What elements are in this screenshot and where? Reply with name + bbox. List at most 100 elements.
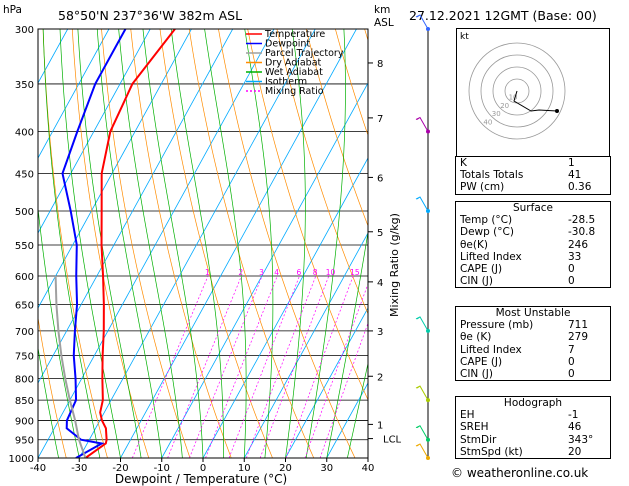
wet-adiabat-line — [285, 29, 306, 458]
isotherm-line — [326, 382, 368, 458]
dry-adiabat-line — [305, 29, 368, 227]
pressure-tick-label: 550 — [15, 241, 34, 252]
index-value: 0 — [568, 368, 575, 381]
index-row: Totals Totals 41 — [456, 169, 610, 181]
wet-adiabat-line — [77, 29, 142, 458]
mixing-ratio-label: 20 — [368, 268, 378, 277]
pressure-tick-label: 300 — [15, 25, 34, 36]
asl-axis-unit: ASL — [374, 17, 394, 29]
mixing-ratio-line — [228, 275, 300, 458]
mixing-ratio-line — [132, 275, 209, 458]
index-value: 279 — [568, 331, 589, 344]
wet-adiabat-line — [244, 29, 274, 458]
index-table-top: K 1 Totals Totals 41 PW (cm) 0.36 — [455, 156, 611, 195]
wet-adiabat-line — [170, 29, 224, 458]
index-label: Temp (°C) — [460, 214, 513, 227]
pressure-tick-label: 600 — [15, 272, 34, 283]
dry-adiabat-line — [218, 29, 356, 458]
hodograph-ring — [468, 42, 566, 140]
hodograph-unit-label: kt — [460, 32, 469, 42]
index-label: K — [460, 157, 467, 169]
pressure-tick-label: 1000 — [9, 454, 34, 465]
x-tick-label: -10 — [154, 463, 170, 474]
index-value: 343° — [568, 433, 594, 446]
x-tick-label: -20 — [112, 463, 128, 474]
index-row: EH -1 — [456, 409, 610, 421]
x-tick-label: 0 — [200, 463, 206, 474]
isotherm-line — [38, 29, 151, 234]
wet-adiabat-line — [96, 29, 163, 458]
index-value: 0 — [568, 275, 575, 288]
datetime-header: 27.12.2021 12GMT (Base: 00) — [409, 8, 597, 23]
index-table-hodograph: Hodograph EH -1 SREH 46 StmDir 343° StmSpd (kt)… — [455, 396, 611, 460]
index-row: Lifted Index 33 — [456, 251, 610, 263]
mixing-ratio-label: 15 — [350, 268, 360, 277]
wet-adiabat-line — [142, 29, 204, 458]
x-tick-label: 40 — [362, 463, 375, 474]
index-label: PW (cm) — [460, 181, 505, 194]
index-label: CIN (J) — [460, 275, 493, 288]
mixing-ratio-line — [285, 275, 354, 458]
wind-barb — [415, 116, 429, 132]
index-row: PW (cm) 0.36 — [456, 181, 610, 193]
lcl-label: LCL — [383, 435, 402, 446]
index-label: StmDir — [460, 433, 497, 446]
dry-adiabat-line — [159, 29, 273, 458]
isotherm-line — [38, 29, 234, 384]
wind-barb — [415, 385, 429, 401]
x-tick-label: -40 — [30, 463, 46, 474]
wet-adiabat-line — [38, 204, 80, 458]
km-axis-unit: km — [374, 4, 390, 16]
mixing-ratio-label: 1 — [205, 268, 210, 277]
pressure-tick-label: 500 — [15, 207, 34, 218]
mixing-ratio-label: 8 — [313, 268, 318, 277]
index-value: -1 — [568, 409, 579, 422]
x-tick-label: 20 — [279, 463, 292, 474]
hodograph-endpoint — [555, 109, 559, 113]
x-axis-title: Dewpoint / Temperature (°C) — [115, 472, 287, 486]
wet-adiabat-line — [326, 230, 368, 458]
index-row: Pressure (mb) 711 — [456, 319, 610, 331]
index-value: 0 — [568, 263, 575, 276]
legend-label: Dry Adiabat — [265, 58, 322, 69]
index-row: Dewp (°C) -30.8 — [456, 226, 610, 238]
hodograph-ring — [492, 66, 542, 116]
wind-barb — [415, 196, 429, 212]
isotherm-line — [38, 29, 275, 458]
index-value: 0.36 — [568, 181, 592, 194]
index-label: Lifted Index — [460, 343, 522, 356]
mixing-ratio-line — [167, 275, 242, 458]
index-value: 246 — [568, 238, 589, 251]
dewpoint-line — [61, 29, 127, 458]
index-row: CIN (J) 0 — [456, 368, 610, 380]
pressure-tick-label: 800 — [15, 374, 34, 385]
km-tick-label: 3 — [377, 327, 383, 338]
hodograph-ring-label: 20 — [500, 102, 509, 110]
index-row: θe(K) 246 — [456, 239, 610, 251]
dry-adiabat-line — [130, 29, 232, 458]
index-value: 33 — [568, 250, 582, 263]
index-label: CIN (J) — [460, 368, 493, 381]
index-row: CAPE (J) 0 — [456, 356, 610, 368]
isotherm-line — [38, 29, 110, 159]
hodograph-ring-label: 40 — [483, 119, 492, 127]
index-value: -30.8 — [568, 226, 596, 239]
wet-adiabat-line — [118, 29, 183, 458]
index-value: -28.5 — [568, 214, 596, 227]
mixing-ratio-line — [319, 322, 368, 458]
wet-adiabat-line — [347, 361, 368, 458]
dry-adiabat-line — [276, 29, 368, 315]
dry-adiabat-line — [42, 29, 108, 458]
isotherm-line — [78, 29, 316, 458]
index-label: θe(K) — [460, 238, 488, 251]
index-box-title: Most Unstable — [495, 307, 571, 319]
index-value: 711 — [568, 319, 589, 332]
legend-label: Mixing Ratio — [265, 86, 324, 97]
index-row: StmDir 343° — [456, 434, 610, 446]
index-label: StmSpd (kt) — [460, 445, 523, 458]
mixing-ratio-label: 6 — [296, 268, 301, 277]
legend-label: Wet Adiabat — [265, 67, 323, 78]
